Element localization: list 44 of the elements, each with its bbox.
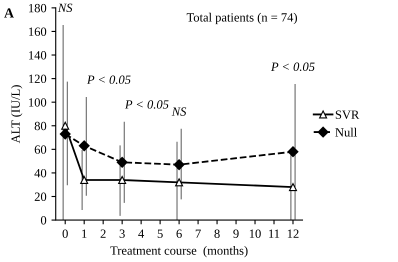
y-tick-label: 140: [29, 51, 46, 60]
x-tick-label: 6: [176, 230, 182, 238]
y-tick-label: 180: [29, 4, 46, 12]
x-tick-label: 7: [196, 230, 201, 238]
x-tick-label: 3: [120, 230, 125, 238]
y-axis-title: ALT (IU/L): [11, 85, 22, 144]
point: [175, 178, 184, 186]
y-tick-label: 120: [29, 74, 46, 84]
y-tick-label: 60: [34, 145, 46, 154]
x-tick-label: 9: [233, 230, 239, 238]
annotation: P < 0.05: [86, 75, 131, 84]
y-tick-label: 80: [34, 122, 46, 130]
legend-label: Null: [335, 128, 357, 137]
y-tick-label: 0: [40, 216, 46, 225]
y-tick-label: 160: [29, 27, 46, 36]
x-tick-label: 1: [82, 230, 87, 238]
annotation: P < 0.05: [124, 100, 169, 109]
x-tick-label: 11: [269, 230, 280, 238]
x-axis-title: Treatment course (months): [110, 246, 248, 258]
annotation: Total patients (n = 74): [186, 12, 297, 24]
point: [78, 140, 90, 152]
annotation: P < 0.05: [270, 62, 315, 72]
point: [80, 176, 88, 184]
y-tick-label: 20: [34, 192, 46, 201]
chart-title: A: [4, 8, 14, 18]
annotation: NS: [58, 4, 72, 12]
annotation: NS: [172, 107, 186, 116]
point: [116, 156, 128, 168]
legend-label: SVR: [336, 110, 360, 119]
x-tick-label: 12: [288, 230, 299, 238]
y-tick-label: 100: [29, 98, 46, 107]
x-tick-label: 2: [100, 230, 106, 238]
point: [60, 128, 71, 140]
point: [61, 122, 70, 130]
point: [174, 159, 185, 170]
x-tick-label: 8: [214, 229, 220, 238]
y-tick-label: 40: [34, 168, 46, 178]
x-tick-label: 5: [158, 230, 163, 238]
point: [288, 146, 298, 158]
x-tick-label: 0: [62, 229, 68, 238]
x-tick-label: 10: [250, 229, 261, 238]
point: [288, 183, 298, 192]
x-tick-label: 4: [138, 230, 144, 238]
point: [118, 176, 126, 184]
